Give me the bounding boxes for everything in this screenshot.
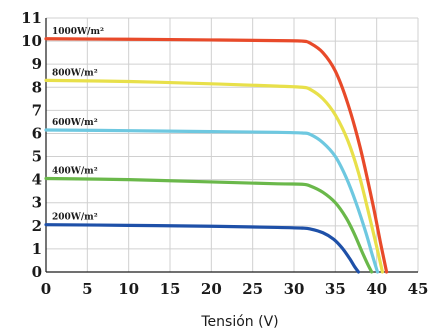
series-line [44,37,389,274]
series-label: 400W/m² [52,166,98,176]
series-labels: 1000W/m² 800W/m² 600W/m² 400W/m² 200W/m² [52,27,104,223]
y-tick-label: 4 [32,171,42,189]
y-tick-label: 10 [21,32,42,50]
y-tick-label: 7 [32,101,42,119]
x-tick-label: 15 [160,280,181,298]
x-tick-label: 30 [284,280,305,298]
axes [45,18,418,273]
series-line [44,223,361,274]
y-tick-label: 1 [32,240,42,258]
series-label: 800W/m² [52,68,98,78]
y-tick-label: 2 [32,217,42,235]
y-tick-label: 0 [32,263,42,281]
x-tick-label: 20 [201,280,222,298]
x-tick-label: 25 [242,280,263,298]
series-label: 200W/m² [52,213,98,223]
y-tick-label: 5 [32,148,42,166]
y-tick-label: 11 [21,9,42,27]
y-tick-label: 3 [32,194,42,212]
series-line [44,128,380,274]
y-tick-label: 6 [32,124,42,142]
x-tick-label: 5 [82,280,92,298]
x-axis-label: Tensión (V) [200,314,278,330]
series-line [44,78,385,274]
series-label: 600W/m² [52,118,98,128]
x-tick-label: 10 [118,280,139,298]
y-tick-label: 9 [32,55,42,73]
series-label: 1000W/m² [52,27,104,37]
grid [46,17,419,272]
x-tick-label: 0 [41,280,51,298]
series-line [44,176,374,274]
x-tick-label: 45 [408,280,429,298]
x-tick-label: 40 [366,280,387,298]
y-tick-label: 8 [32,78,42,96]
series-layer [44,37,389,274]
x-tick-label: 35 [325,280,346,298]
